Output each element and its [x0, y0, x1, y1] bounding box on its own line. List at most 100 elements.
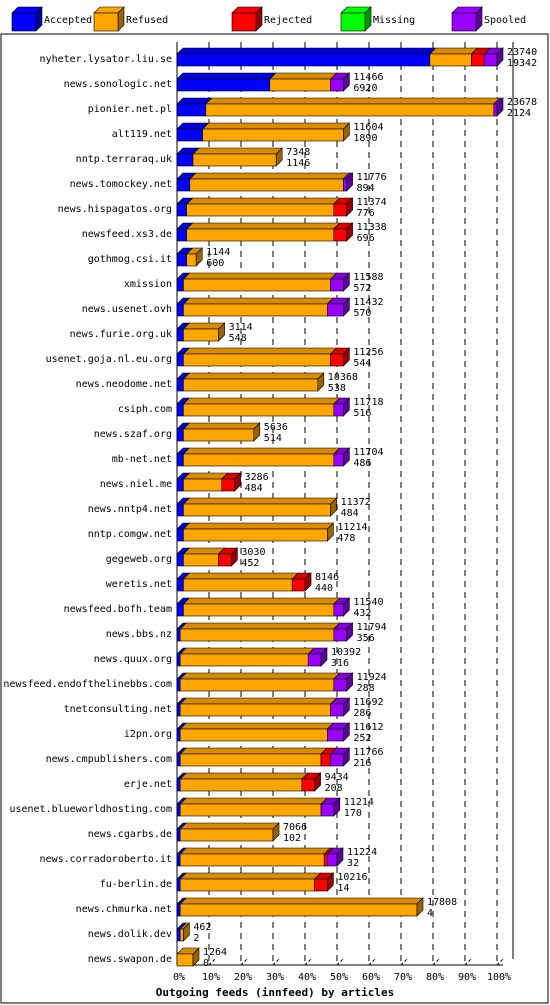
bar-accepted [176, 403, 184, 417]
bar-top-refused [182, 347, 338, 355]
value-total: 17808 [427, 897, 457, 908]
bar-refused [183, 403, 335, 417]
bar-spooled [493, 103, 498, 117]
bar-spooled [330, 78, 344, 92]
value-total: 5636 [264, 422, 288, 433]
bar-accepted [176, 478, 184, 492]
bar-top-refused [179, 872, 322, 880]
bar-refused [179, 803, 322, 817]
bar-top-refused [182, 322, 226, 330]
bar-refused [183, 478, 223, 492]
row-label-erje-net: erje.net [124, 779, 172, 790]
tick-label: 80% [426, 972, 444, 983]
bar-spooled [333, 403, 344, 417]
bar-top-refused [201, 122, 351, 130]
value-accepted: 570 [353, 308, 371, 319]
bar-accepted [176, 103, 207, 117]
bar-row-news-cgarbs-de [176, 822, 280, 842]
value-total: 11794 [357, 622, 387, 633]
tick-label: 0% [173, 972, 185, 983]
bar-accepted [176, 328, 184, 342]
row-label-news-furie-org-uk: news.furie.org.uk [70, 329, 172, 340]
bar-top-refused [182, 397, 341, 405]
bar-refused [183, 503, 331, 517]
bar-spooled [333, 603, 344, 617]
bar-accepted [176, 828, 181, 842]
bar-side [343, 347, 350, 367]
bar-top-refused [429, 47, 479, 55]
bar-refused [183, 378, 319, 392]
bar-top-refused [179, 772, 309, 780]
bar-top-refused [179, 797, 328, 805]
row-label-usenet-blueworldhosting-com: usenet.blueworldhosting.com [9, 804, 172, 815]
row-label-news-neodome-net: news.neodome.net [76, 379, 172, 390]
row-label-weretis-net: weretis.net [106, 579, 172, 590]
bar-side [343, 297, 350, 317]
bar-row-newsfeed-endofthelinebbs-com [176, 672, 354, 692]
bar-refused [179, 828, 274, 842]
bar-spooled [327, 728, 344, 742]
bar-side [314, 772, 321, 792]
bar-row-news-dolik-dev [176, 922, 191, 942]
bar-accepted [176, 303, 184, 317]
value-total: 11256 [353, 347, 383, 358]
value-accepted: 288 [357, 683, 375, 694]
bar-side [272, 822, 280, 842]
value-total: 1264 [203, 947, 227, 958]
bar-rejected [291, 578, 306, 592]
legend-label-missing: Missing [373, 15, 415, 26]
value-accepted: 2 [193, 933, 199, 944]
value-total: 462 [193, 922, 211, 933]
value-accepted: 776 [357, 208, 375, 219]
row-label-news-sonologic-net: news.sonologic.net [64, 79, 172, 90]
value-accepted: 516 [353, 408, 371, 419]
grid-line-depth [400, 958, 408, 966]
bar-top-refused [179, 697, 338, 705]
bar-top-refused [179, 722, 335, 730]
row-label-tnetconsulting-net: tnetconsulting.net [64, 704, 172, 715]
row-label-alt119-net: alt119.net [112, 129, 172, 140]
bar-accepted [176, 378, 184, 392]
value-total: 10368 [328, 372, 358, 383]
bar-side [195, 247, 203, 267]
value-total: 11338 [357, 222, 387, 233]
bar-row-news-quux-org [176, 647, 328, 667]
x-axis-title: Outgoing feeds (innfeed) by articles [156, 986, 394, 999]
legend: Accepted Refused Rejected Missing Spooled [11, 6, 526, 32]
value-total: 9434 [325, 772, 349, 783]
bar-rejected [333, 203, 347, 217]
value-total: 11766 [353, 747, 383, 758]
tick-label: 30% [266, 972, 284, 983]
bar-side [346, 672, 353, 692]
bar-top-refused [182, 522, 335, 530]
grid-line-depth [496, 958, 504, 966]
row-label-xmission: xmission [124, 279, 172, 290]
bar-accepted [176, 428, 184, 442]
bar-refused [179, 878, 315, 892]
row-label-fu-berlin-de: fu-berlin.de [100, 879, 172, 890]
bar-row-news-cmpublishers-com [176, 747, 351, 767]
bar-refused [179, 678, 335, 692]
bar-side [496, 47, 504, 67]
bar-refused [186, 253, 197, 267]
bar-side [343, 747, 350, 767]
bar-refused [179, 853, 325, 867]
bar-top-refused [182, 597, 341, 605]
value-total: 11374 [357, 197, 387, 208]
bar-top-refused [269, 72, 338, 80]
bar-side [192, 947, 200, 967]
row-label-newsfeed-xs3-de: newsfeed.xs3.de [82, 229, 172, 240]
bar-row-news-usenet-ovh [176, 297, 351, 317]
bar-side [346, 222, 353, 242]
value-accepted: 19342 [507, 58, 537, 69]
bar-top-refused [179, 622, 341, 630]
bar-accepted [176, 53, 431, 67]
bar-row-erje-net [176, 772, 322, 792]
bar-side [253, 422, 261, 442]
value-total: 11692 [353, 697, 383, 708]
bar-accepted [176, 703, 181, 717]
tick-label: 90% [458, 972, 476, 983]
bar-row-news-szaf-org [176, 422, 261, 442]
